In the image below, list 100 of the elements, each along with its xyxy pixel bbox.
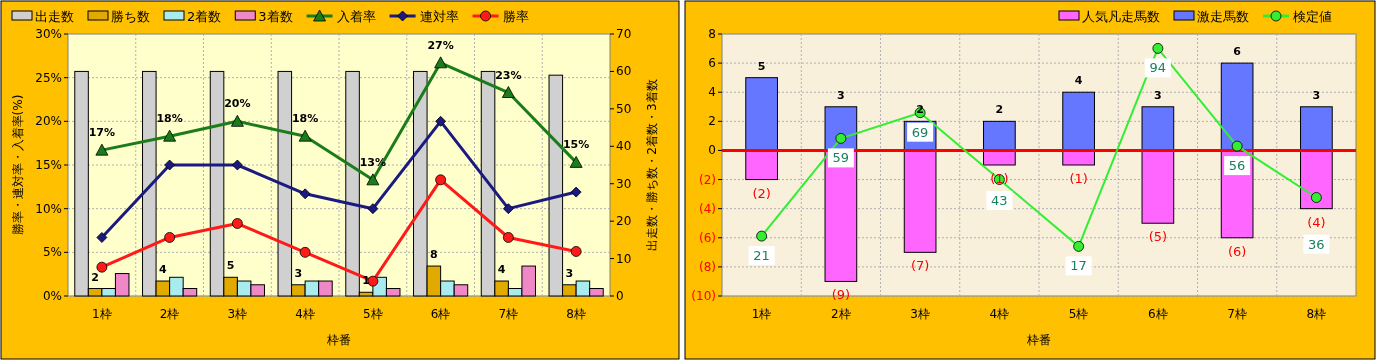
x-tick-label: 4枠: [989, 307, 1010, 321]
point: [502, 232, 514, 243]
y-tick-label: 2: [708, 114, 716, 129]
bar: [1062, 91, 1095, 151]
x-tick-label: 5枠: [363, 307, 383, 321]
data-label: 6: [1233, 45, 1242, 59]
data-label: 15%: [562, 138, 590, 152]
y-tick-label: (10): [691, 289, 716, 303]
data-label: 8: [430, 248, 438, 262]
legend-label: 2着数: [187, 9, 222, 24]
data-label: 5: [226, 259, 235, 273]
point: [298, 129, 312, 142]
data-label: (5): [1148, 229, 1168, 245]
data-label: (4): [1307, 214, 1326, 230]
bar: [1300, 106, 1333, 151]
data-label: (7): [910, 258, 930, 274]
data-label: 18%: [156, 112, 183, 126]
point: [1231, 140, 1243, 152]
bar: [824, 149, 858, 282]
data-label: 3: [837, 88, 845, 102]
point: [231, 159, 243, 171]
y2-tick-label: 50: [616, 101, 632, 116]
data-label: 4: [497, 263, 506, 277]
data-label: (2): [752, 185, 771, 201]
x-tick-label: 1枠: [751, 307, 772, 321]
x-tick-label: 6枠: [430, 307, 451, 321]
data-label: 5: [757, 59, 766, 73]
data-label: 20%: [224, 97, 251, 111]
point: [299, 246, 311, 258]
legend-label: 出走数: [35, 9, 74, 24]
y-tick-label: 25%: [35, 70, 62, 85]
y2-tick-label: 60: [616, 64, 632, 79]
point: [366, 173, 380, 186]
bar: [903, 149, 937, 253]
point: [164, 232, 176, 243]
point: [230, 114, 244, 127]
data-label: 18%: [291, 112, 319, 126]
x-tick-label: 3枠: [227, 307, 248, 321]
legend-label: 人気凡走馬数: [1082, 9, 1160, 24]
point: [96, 261, 108, 273]
data-label: 23%: [495, 68, 522, 82]
x-tick-label: 3枠: [910, 307, 930, 321]
bar: [1220, 62, 1254, 151]
legend-label: 検定値: [1293, 9, 1332, 24]
bar: [1141, 106, 1175, 151]
point: [502, 203, 514, 215]
x-tick-label: 7枠: [1227, 307, 1247, 321]
y2-axis-title: 出走数・勝ち数・2着数・3着数: [645, 79, 659, 251]
data-label: 17%: [88, 126, 116, 140]
data-label: 36: [1308, 236, 1325, 252]
x-tick-label: 1枠: [92, 307, 112, 321]
x-tick-label: 8枠: [566, 307, 586, 321]
data-label: 4: [1074, 74, 1083, 88]
point: [1152, 43, 1164, 54]
x-tick-label: 4枠: [295, 307, 315, 321]
x-tick-label: 7枠: [498, 307, 519, 321]
bar: [745, 77, 778, 151]
data-label: 2: [995, 103, 1004, 117]
data-label: 94: [1149, 60, 1167, 76]
point: [501, 86, 515, 98]
point: [1310, 192, 1322, 203]
x-tick-label: 6枠: [1148, 307, 1168, 321]
data-label: 59: [832, 150, 850, 166]
data-label: 17: [1070, 258, 1087, 274]
data-label: 3: [1312, 88, 1321, 102]
data-label: 56: [1228, 158, 1246, 174]
y2-tick-label: 10: [616, 251, 632, 266]
point: [835, 132, 847, 144]
y-axis-title: 勝率・連対率・入着率(%): [11, 94, 25, 236]
legend-label: 勝ち数: [111, 9, 150, 24]
bar: [983, 120, 1016, 151]
y-tick-label: 5%: [42, 245, 62, 260]
point: [435, 174, 447, 186]
legend-label: 連対率: [419, 9, 459, 24]
data-label: 3: [294, 266, 303, 280]
point: [435, 115, 447, 127]
y-tick-label: (6): [699, 230, 716, 245]
y-tick-label: (4): [699, 201, 716, 216]
data-label: (1): [1069, 171, 1088, 186]
y-tick-label: (2): [699, 172, 716, 187]
data-label: 21: [753, 248, 770, 264]
bar: [745, 149, 778, 181]
x-axis-title: 枠番: [326, 333, 351, 347]
y2-tick-label: 0: [616, 289, 624, 303]
point: [434, 56, 448, 69]
point: [95, 143, 109, 156]
point: [163, 129, 177, 142]
y-tick-label: 6: [708, 56, 716, 71]
point: [96, 232, 108, 243]
point: [570, 246, 582, 257]
point: [299, 188, 311, 200]
y-tick-label: 4: [708, 85, 716, 100]
legend-label: 勝率: [502, 9, 529, 24]
y-tick-label: (8): [699, 259, 716, 274]
y2-tick-label: 40: [616, 139, 632, 154]
point: [569, 155, 583, 168]
y-tick-label: 20%: [35, 114, 62, 129]
bar: [1141, 149, 1175, 224]
legend-label: 3着数: [258, 9, 293, 24]
point: [756, 230, 768, 242]
